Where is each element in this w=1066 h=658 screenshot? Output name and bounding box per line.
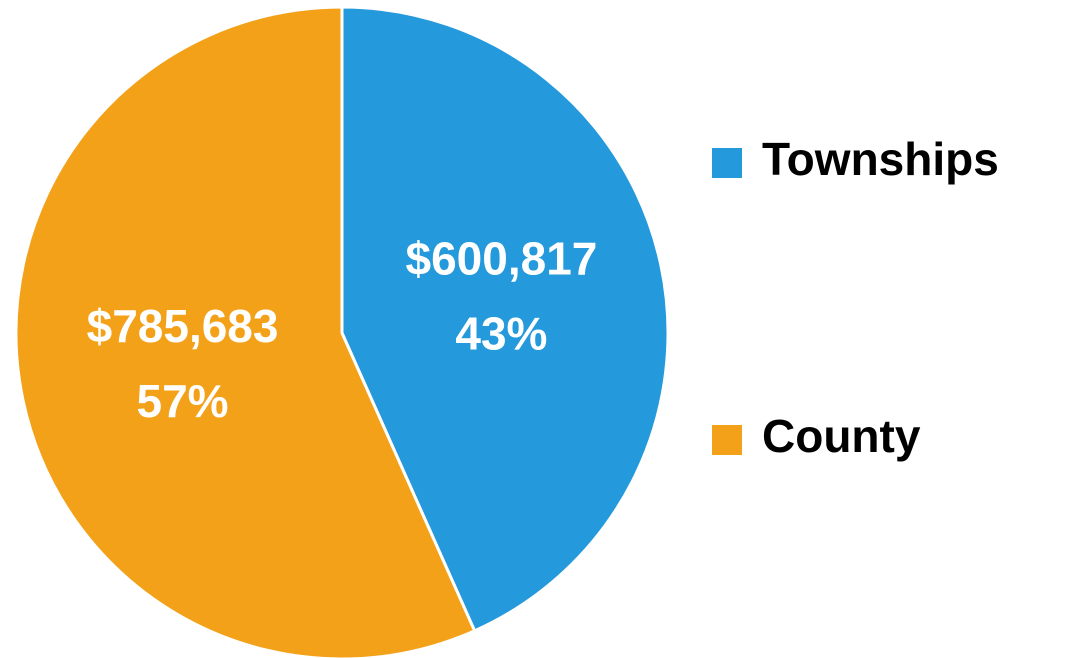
legend-swatch	[712, 425, 742, 455]
legend-swatch	[712, 148, 742, 178]
pie-slice	[14, 5, 477, 658]
value-label: $600,817	[406, 232, 598, 284]
percent-label: 57%	[137, 375, 229, 427]
legend-label: Townships	[762, 133, 999, 185]
pie-slice	[340, 5, 670, 633]
value-label: $785,683	[87, 300, 279, 352]
legend-label: County	[762, 410, 921, 462]
percent-label: 43%	[455, 307, 547, 359]
